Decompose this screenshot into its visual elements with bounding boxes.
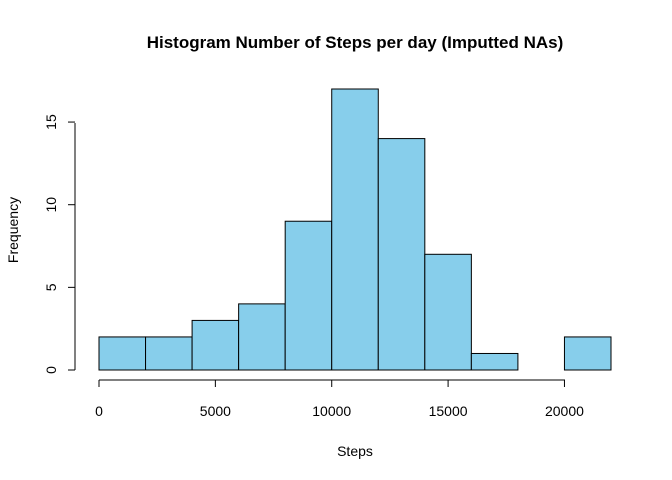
x-tick-label-3: 15000 <box>429 403 468 419</box>
x-tick-label-1: 5000 <box>200 403 231 419</box>
y-tick-label-2: 10 <box>43 197 59 213</box>
histogram-bar-1 <box>145 336 193 371</box>
histogram-bar-3 <box>238 303 286 371</box>
x-axis: 0 5000 10000 15000 20000 <box>95 379 584 419</box>
histogram-bar-7 <box>424 253 472 371</box>
y-tick-label-1: 5 <box>43 283 59 291</box>
y-tick-label-0: 0 <box>43 366 59 374</box>
x-axis-label: Steps <box>337 443 373 459</box>
bars-group <box>98 88 612 371</box>
y-axis-label: Frequency <box>5 197 21 263</box>
histogram-bar-5 <box>331 88 379 371</box>
histogram-bar-8 <box>470 352 519 371</box>
histogram-bar-6 <box>377 138 426 371</box>
histogram-bar-0 <box>98 336 147 371</box>
x-tick-label-0: 0 <box>95 403 103 419</box>
histogram-bar-10 <box>563 336 612 371</box>
histogram-bar-4 <box>284 220 333 371</box>
x-tick-label-4: 20000 <box>545 403 584 419</box>
histogram-bar-2 <box>191 319 240 371</box>
y-tick-label-3: 15 <box>43 114 59 130</box>
x-tick-label-2: 10000 <box>312 403 351 419</box>
chart-title: Histogram Number of Steps per day (Imput… <box>147 33 564 52</box>
y-axis: 0 5 10 15 <box>43 114 76 374</box>
